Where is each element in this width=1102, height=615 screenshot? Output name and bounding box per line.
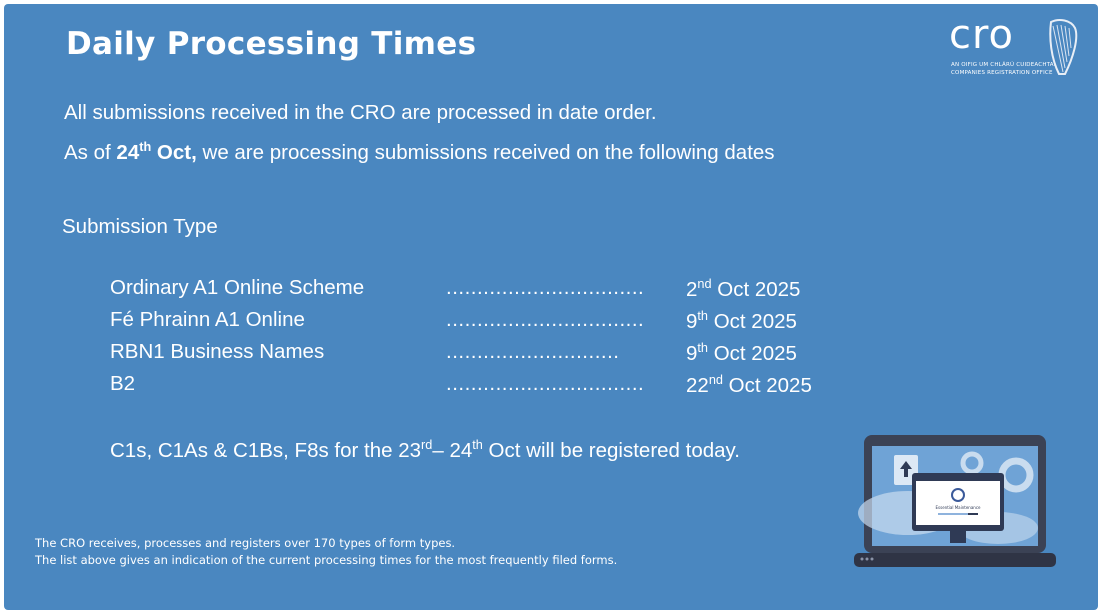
submission-row: Fé Phrainn A1 Online ...................… <box>110 308 870 338</box>
month-year: Oct 2025 <box>722 373 812 397</box>
intro-suffix: we are processing submissions received o… <box>196 140 775 164</box>
leader-dots: ............................ <box>446 340 620 363</box>
submission-name: B2 <box>110 372 136 395</box>
day-suffix: nd <box>708 372 723 387</box>
submission-name: Fé Phrainn A1 Online <box>110 308 305 331</box>
day: 2 <box>686 277 698 301</box>
intro-prefix: As of <box>64 140 117 164</box>
c-forms-note: C1s, C1As & C1Bs, F8s for the 23rd– 24th… <box>110 437 740 463</box>
month-year: Oct 2025 <box>708 341 797 365</box>
as-of-day: 24 <box>116 140 140 164</box>
as-of-date: 24th Oct, <box>116 139 197 164</box>
submission-row: Ordinary A1 Online Scheme ..............… <box>110 276 870 306</box>
month-year: Oct 2025 <box>711 277 801 301</box>
page-title: Daily Processing Times <box>66 26 477 62</box>
c-sup-b: th <box>472 437 483 452</box>
c-part-a: C1s, C1As & C1Bs, F8s for the 23 <box>110 438 422 462</box>
day: 22 <box>686 373 709 397</box>
submission-date: 2nd Oct 2025 <box>686 276 800 302</box>
submission-date: 9th Oct 2025 <box>686 340 797 366</box>
footer-line-1: The CRO receives, processes and register… <box>35 536 456 550</box>
submission-name: RBN1 Business Names <box>110 340 325 363</box>
slide-panel: Daily Processing Times CRO AN OIFIG UM C… <box>4 4 1098 610</box>
cro-logo: CRO AN OIFIG UM CHLÁRÚ CUIDEACHTAÍ COMPA… <box>949 12 1089 80</box>
laptop-maintenance-illustration: Essential Maintenance <box>854 435 1056 567</box>
submission-date: 22nd Oct 2025 <box>686 372 812 398</box>
submission-row: B2 ................................ 22nd… <box>110 372 870 402</box>
submission-date: 9th Oct 2025 <box>686 308 797 334</box>
footer-line-2: The list above gives an indication of th… <box>35 553 618 567</box>
gear-icon <box>960 451 984 475</box>
submission-name: Ordinary A1 Online Scheme <box>110 276 365 299</box>
logo-text: CRO <box>949 12 1015 58</box>
day: 9 <box>686 341 698 365</box>
harp-icon <box>1049 19 1078 75</box>
logo-line-english: COMPANIES REGISTRATION OFFICE <box>951 70 1053 76</box>
c-part-b: – 24 <box>432 438 473 462</box>
leader-dots: ................................ <box>446 372 645 395</box>
month-year: Oct 2025 <box>708 309 797 333</box>
logo-line-irish: AN OIFIG UM CHLÁRÚ CUIDEACHTAÍ <box>951 62 1056 68</box>
day-suffix: nd <box>697 276 712 291</box>
as-of-suffix: th <box>139 139 152 154</box>
day: 9 <box>686 309 698 333</box>
day-suffix: th <box>697 308 709 323</box>
section-label: Submission Type <box>62 215 218 238</box>
as-of-month: Oct, <box>151 140 197 164</box>
screen-text: Essential Maintenance <box>936 505 982 510</box>
intro-line-1: All submissions received in the CRO are … <box>64 101 657 124</box>
c-sup-a: rd <box>421 437 433 452</box>
day-suffix: th <box>697 340 709 355</box>
intro-line-2: As of 24th Oct, we are processing submis… <box>64 139 775 165</box>
leader-dots: ................................ <box>446 276 645 299</box>
c-part-c: Oct will be registered today. <box>482 438 740 462</box>
submission-row: RBN1 Business Names ....................… <box>110 340 870 370</box>
leader-dots: ................................ <box>446 308 645 331</box>
